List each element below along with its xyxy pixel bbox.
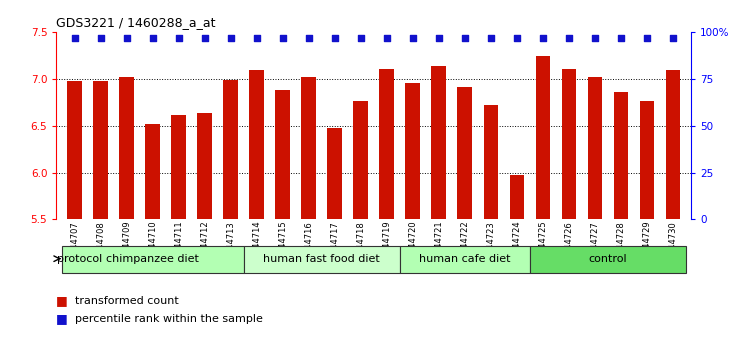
Bar bbox=[301, 77, 315, 219]
Text: ■: ■ bbox=[56, 295, 68, 307]
Bar bbox=[198, 114, 212, 219]
Bar bbox=[327, 127, 342, 219]
Text: human fast food diet: human fast food diet bbox=[264, 254, 380, 264]
Point bbox=[173, 36, 185, 41]
FancyBboxPatch shape bbox=[529, 246, 686, 273]
Bar bbox=[562, 69, 576, 219]
Point bbox=[459, 36, 471, 41]
Bar bbox=[93, 81, 107, 219]
Bar bbox=[587, 77, 602, 219]
Point bbox=[121, 36, 133, 41]
Text: transformed count: transformed count bbox=[75, 296, 179, 306]
Bar bbox=[614, 92, 628, 219]
Point bbox=[146, 36, 158, 41]
Point bbox=[381, 36, 393, 41]
Point bbox=[329, 36, 341, 41]
FancyBboxPatch shape bbox=[243, 246, 400, 273]
Text: protocol: protocol bbox=[57, 254, 102, 264]
FancyBboxPatch shape bbox=[400, 246, 529, 273]
Bar bbox=[406, 82, 420, 219]
Bar bbox=[119, 77, 134, 219]
Point bbox=[225, 36, 237, 41]
Point bbox=[589, 36, 601, 41]
Point bbox=[198, 36, 210, 41]
Point bbox=[641, 36, 653, 41]
Bar bbox=[432, 65, 446, 219]
Point bbox=[406, 36, 418, 41]
Bar bbox=[640, 101, 654, 219]
Text: chimpanzee diet: chimpanzee diet bbox=[106, 254, 199, 264]
Text: ■: ■ bbox=[56, 312, 68, 325]
Bar bbox=[171, 115, 185, 219]
Bar bbox=[484, 105, 498, 219]
Point bbox=[68, 36, 80, 41]
Point bbox=[251, 36, 263, 41]
Text: control: control bbox=[588, 254, 627, 264]
Bar bbox=[276, 90, 290, 219]
Point bbox=[667, 36, 679, 41]
Point bbox=[433, 36, 445, 41]
Bar bbox=[535, 56, 550, 219]
Text: percentile rank within the sample: percentile rank within the sample bbox=[75, 314, 263, 324]
Bar bbox=[379, 69, 394, 219]
Point bbox=[614, 36, 626, 41]
Point bbox=[95, 36, 107, 41]
Point bbox=[537, 36, 549, 41]
Bar bbox=[224, 80, 238, 219]
Bar bbox=[509, 175, 523, 219]
Point bbox=[276, 36, 288, 41]
Point bbox=[354, 36, 366, 41]
Point bbox=[303, 36, 315, 41]
Point bbox=[484, 36, 496, 41]
Point bbox=[562, 36, 575, 41]
Bar bbox=[354, 101, 368, 219]
Bar bbox=[68, 81, 82, 219]
Bar bbox=[457, 87, 472, 219]
Point bbox=[511, 36, 523, 41]
Bar bbox=[665, 70, 680, 219]
Text: human cafe diet: human cafe diet bbox=[419, 254, 511, 264]
FancyBboxPatch shape bbox=[62, 246, 243, 273]
Bar bbox=[146, 124, 160, 219]
Bar bbox=[249, 70, 264, 219]
Text: GDS3221 / 1460288_a_at: GDS3221 / 1460288_a_at bbox=[56, 16, 216, 29]
